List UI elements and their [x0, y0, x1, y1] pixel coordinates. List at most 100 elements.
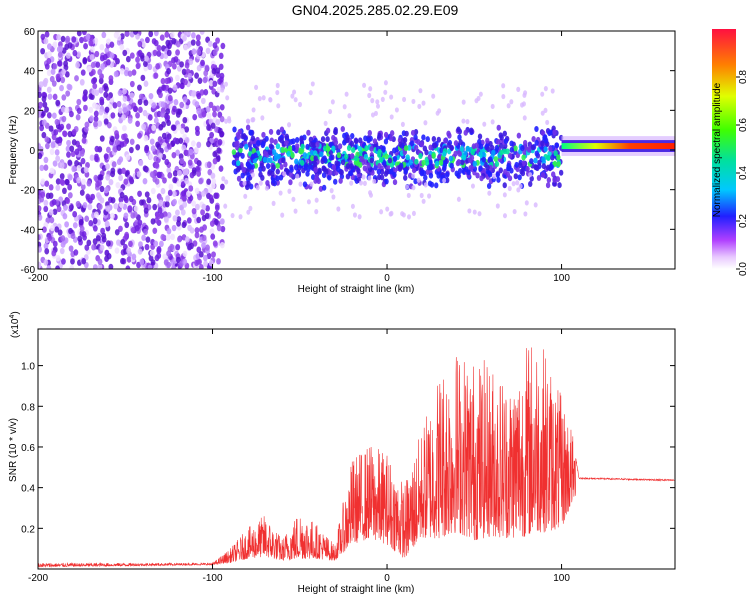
- colorbar-label: Normalized spectral amplitude: [712, 82, 723, 217]
- spectrogram-outlier-cell: [368, 192, 373, 198]
- spectrogram-outlier-cell: [375, 99, 380, 105]
- spectrogram-outlier-cell: [524, 200, 529, 206]
- spectrogram-signal-cell: [383, 131, 389, 138]
- spectrogram-cells: [38, 31, 675, 269]
- spectrogram-noise-cell: [214, 210, 219, 217]
- spectrogram-signal-cell: [349, 140, 355, 147]
- spectrogram-noise-cell: [209, 131, 215, 139]
- spectrogram-noise-cell: [69, 110, 74, 118]
- spectrogram-signal-cell: [289, 166, 294, 173]
- spectrogram-noise-cell: [216, 147, 222, 154]
- spectrogram-noise-cell: [166, 227, 172, 235]
- spectrogram-signal-cell: [351, 146, 356, 153]
- spectrogram-noise-cell: [124, 221, 130, 229]
- spectrogram-signal-cell: [404, 130, 409, 137]
- spectrogram-signal-cell: [481, 167, 487, 174]
- spectrogram-outlier-cell: [419, 192, 424, 199]
- spectrogram-signal-cell: [305, 143, 310, 150]
- spectrogram-noise-cell: [156, 50, 162, 57]
- spectrogram-outlier-cell: [357, 214, 362, 220]
- spectrogram-outlier-cell: [490, 103, 495, 110]
- spectrogram-outlier-cell: [407, 214, 412, 220]
- spectrogram-noise-cell: [46, 43, 52, 50]
- spectrogram-noise-cell: [60, 235, 66, 242]
- spectrogram-signal-cell: [336, 152, 342, 159]
- spectrogram-outlier-cell: [287, 188, 292, 194]
- spectrogram-signal-cell: [413, 134, 418, 141]
- spectrogram-outlier-cell: [509, 99, 514, 105]
- spectrogram-noise-cell: [182, 116, 188, 124]
- spectrogram-noise-cell: [128, 146, 134, 154]
- spectrogram-noise-cell: [118, 225, 123, 232]
- spectrogram-signal-cell: [475, 172, 480, 179]
- spectrogram-signal-cell: [336, 166, 341, 173]
- spectrogram-signal-cell: [556, 161, 561, 168]
- spectrogram-signal-cell: [271, 177, 276, 184]
- spectrogram-signal-cell: [413, 178, 418, 185]
- spectrogram-noise-cell: [126, 104, 131, 112]
- spectrogram-noise-cell: [218, 52, 224, 60]
- spectrogram-noise-cell: [187, 243, 192, 251]
- spectrogram-noise-cell: [55, 178, 61, 185]
- spectrogram-signal-cell: [466, 169, 471, 176]
- spectrogram-outlier-cell: [523, 90, 528, 96]
- spectrogram-noise-cell: [210, 233, 216, 240]
- spectrogram-outlier-cell: [456, 196, 461, 202]
- spectrogram-outlier-cell: [224, 81, 229, 87]
- spectrogram-noise-cell: [44, 31, 50, 38]
- spectrogram-noise-cell: [128, 195, 134, 203]
- spectrogram-noise-cell: [194, 72, 199, 79]
- spectrogram-noise-cell: [100, 227, 106, 235]
- spectrogram-noise-cell: [170, 124, 176, 131]
- spectrogram-noise-cell: [216, 224, 222, 232]
- spectrogram-noise-cell: [43, 164, 49, 171]
- spectrogram-signal-cell: [378, 156, 384, 163]
- spectrogram-noise-cell: [133, 105, 139, 113]
- spectrogram-noise-cell: [106, 146, 111, 153]
- spectrogram-noise-cell: [179, 101, 185, 109]
- spectrogram-noise-cell: [72, 210, 78, 218]
- spectrogram-noise-cell: [119, 68, 125, 75]
- spectrogram-noise-cell: [196, 216, 202, 224]
- spectrogram-noise-cell: [201, 111, 207, 118]
- spectrogram-noise-cell: [44, 248, 50, 255]
- spectrogram-noise-cell: [62, 187, 67, 195]
- spectrogram-outlier-cell: [520, 102, 525, 108]
- spectrogram-signal-cell: [324, 168, 329, 175]
- spectrogram-signal-cell: [449, 162, 454, 169]
- spectrogram-signal-cell: [246, 171, 251, 178]
- spectrogram-signal-cell: [302, 181, 308, 188]
- spectrogram-signal-cell: [556, 154, 561, 161]
- spectrogram-noise-cell: [179, 82, 185, 90]
- spectrogram-noise-cell: [38, 152, 43, 160]
- chart-title: GN04.2025.285.02.29.E09: [291, 2, 459, 18]
- spectrogram-noise-cell: [110, 135, 115, 143]
- spectrogram-noise-cell: [111, 161, 117, 168]
- spectrogram-noise-cell: [91, 77, 96, 85]
- spectrogram-signal-cell: [340, 126, 345, 133]
- spectrogram-noise-cell: [208, 79, 214, 87]
- spectrogram-noise-cell: [214, 192, 220, 199]
- spectrogram-noise-cell: [183, 31, 189, 37]
- spectrogram-signal-cell: [245, 184, 250, 191]
- spectrogram-signal-cell: [349, 163, 354, 170]
- spectrogram-signal-cell: [287, 145, 293, 152]
- spectrogram-noise-cell: [55, 73, 61, 80]
- spectrogram-noise-cell: [135, 62, 141, 70]
- spectrogram-signal-cell: [383, 170, 389, 177]
- spectrogram-outlier-cell: [246, 209, 251, 215]
- spectrogram-signal-cell: [446, 142, 451, 149]
- spectrogram-signal-cell: [414, 158, 419, 165]
- spectrogram-outlier-cell: [250, 172, 255, 178]
- spectrogram-outlier-cell: [293, 208, 298, 214]
- spectrogram-noise-cell: [194, 187, 200, 194]
- spectrogram-signal-cell: [540, 140, 545, 147]
- spectrogram-noise-cell: [108, 178, 114, 186]
- spectrogram-noise-cell: [101, 31, 107, 39]
- spectrogram-noise-cell: [100, 63, 106, 70]
- spectrogram-noise-cell: [169, 243, 175, 251]
- spectrogram-noise-cell: [117, 89, 123, 97]
- spectrogram-signal-cell: [369, 157, 374, 164]
- spectrogram-noise-cell: [206, 112, 212, 119]
- spectrogram-signal-cell: [520, 170, 526, 177]
